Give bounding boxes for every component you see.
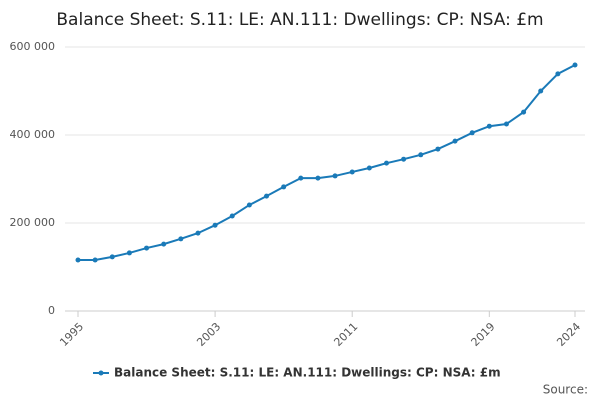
- x-tick-label: 2019: [469, 320, 498, 349]
- y-tick-label: 200 000: [10, 216, 56, 229]
- line: [78, 64, 576, 261]
- x-tick-label: 2024: [554, 320, 583, 349]
- point: [92, 257, 98, 263]
- point: [366, 165, 372, 171]
- x-tick-label: 1995: [57, 320, 86, 349]
- y-tick-label: 600 000: [10, 40, 56, 53]
- point: [538, 88, 544, 94]
- point: [383, 160, 389, 166]
- point: [229, 213, 235, 219]
- point: [264, 193, 270, 199]
- point: [109, 254, 115, 260]
- point: [418, 152, 424, 158]
- y-tick-label: 0: [48, 304, 55, 317]
- legend-label: Balance Sheet: S.11: LE: AN.111: Dwellin…: [114, 366, 501, 380]
- x-tick-label: 2003: [194, 320, 223, 349]
- point: [298, 175, 304, 181]
- point: [195, 230, 201, 236]
- point: [572, 62, 578, 68]
- legend-marker: [98, 370, 104, 376]
- chart-title: Balance Sheet: S.11: LE: AN.111: Dwellin…: [56, 10, 543, 30]
- x-tick-label: 2011: [331, 320, 360, 349]
- point: [486, 123, 492, 129]
- source: Source:: [543, 383, 588, 397]
- point: [144, 245, 150, 251]
- point: [75, 257, 81, 263]
- point: [401, 156, 407, 162]
- point: [469, 130, 475, 136]
- point: [161, 241, 167, 247]
- point: [503, 121, 509, 127]
- point: [212, 222, 218, 228]
- point: [281, 184, 287, 190]
- point: [555, 71, 561, 77]
- point: [246, 202, 252, 208]
- point: [452, 138, 458, 144]
- point: [435, 146, 441, 152]
- point: [349, 169, 355, 175]
- point: [332, 173, 338, 179]
- point: [178, 236, 184, 242]
- point: [126, 250, 132, 256]
- point: [315, 175, 321, 181]
- point: [521, 109, 527, 115]
- y-tick-label: 400 000: [10, 128, 56, 141]
